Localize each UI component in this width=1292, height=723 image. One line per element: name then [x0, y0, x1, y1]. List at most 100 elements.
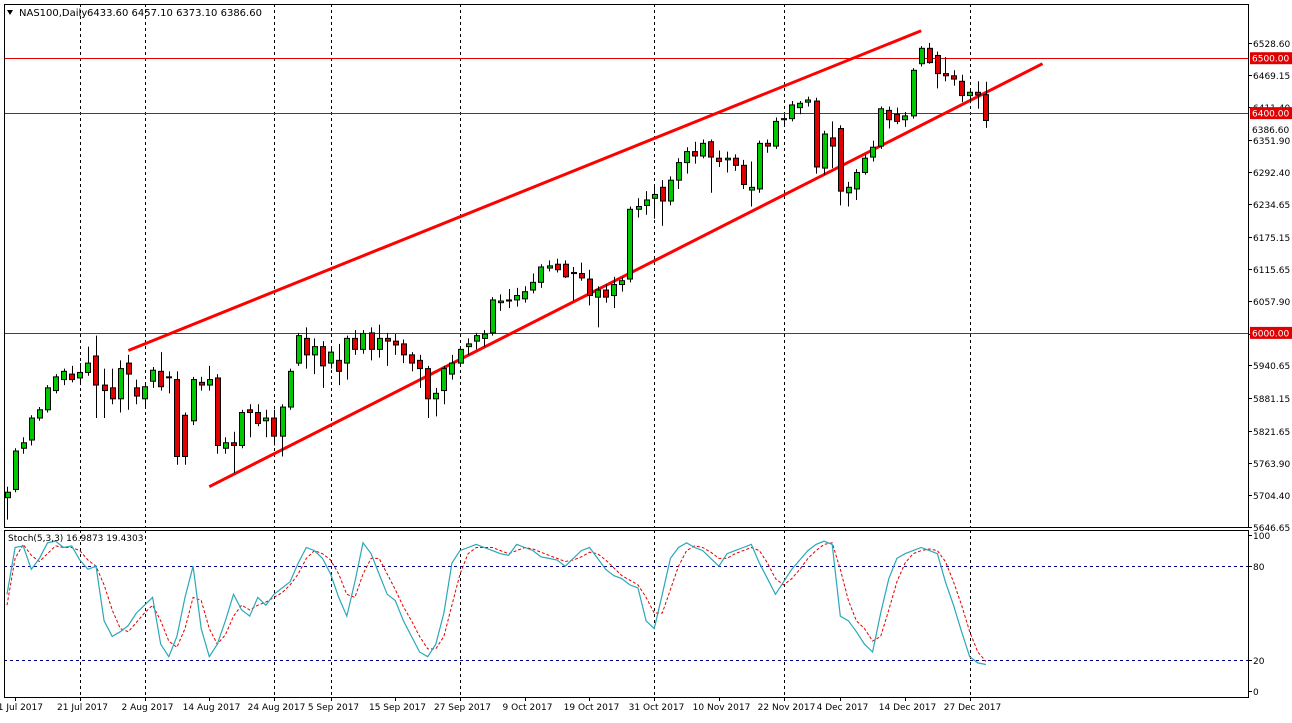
candle	[29, 415, 35, 446]
candle-body-bull	[150, 369, 156, 382]
candle-body-bull	[789, 104, 795, 120]
candle	[668, 176, 674, 206]
candle	[886, 106, 892, 129]
candle	[894, 107, 900, 125]
candle	[401, 339, 407, 364]
candle-body-bull	[474, 335, 480, 342]
candle	[93, 335, 99, 419]
main-pane-border	[4, 4, 1249, 528]
candle-body-bull	[538, 266, 544, 283]
level-price-tag-label: 6500.00	[1252, 55, 1289, 65]
candle	[223, 437, 229, 454]
channel-line	[208, 62, 1044, 489]
candle	[814, 97, 820, 174]
candle-body-bear	[134, 387, 140, 397]
ohlc-values: 6433.60 6457.10 6373.10 6386.60	[87, 8, 262, 19]
candle	[466, 338, 472, 355]
level-price-tag	[1250, 52, 1292, 65]
candle	[644, 191, 650, 215]
candle-body-bull	[296, 335, 302, 364]
candle-body-bull	[13, 450, 19, 490]
candle	[118, 360, 124, 413]
stoch-tick-label: 100	[1253, 532, 1270, 542]
candle	[967, 88, 973, 104]
candle-body-bull	[85, 362, 91, 373]
time-tick-label: 5 Sep 2017	[308, 703, 359, 713]
candle-body-bear	[943, 73, 949, 77]
candle-body-bear	[199, 381, 205, 386]
time-tick-label: 10 Nov 2017	[693, 703, 751, 713]
time-tick-label: 9 Oct 2017	[503, 703, 553, 713]
candle-body-bear	[417, 359, 423, 370]
candle	[53, 374, 59, 394]
candle	[684, 147, 690, 174]
candle	[838, 125, 844, 206]
price-tick-label: 5940.65	[1253, 362, 1290, 372]
candle-body-bull	[498, 300, 504, 304]
candle-body-bull	[781, 118, 787, 121]
candle	[247, 404, 253, 438]
time-tick-label: 11 Jul 2017	[0, 703, 43, 713]
candle-body-bull	[77, 371, 83, 379]
candle-body-bull	[967, 91, 973, 97]
price-tick-label: 5763.90	[1253, 460, 1290, 470]
candle	[514, 287, 520, 307]
candle-body-bull	[5, 491, 11, 499]
candle-body-bull	[21, 442, 27, 449]
stoch-tick-label: 20	[1253, 657, 1265, 667]
candle	[506, 288, 512, 309]
candle-body-bull	[676, 162, 682, 181]
candle	[951, 70, 957, 86]
candle	[919, 46, 925, 67]
candle	[805, 96, 811, 107]
candle	[571, 266, 577, 302]
price-tick-label: 6469.15	[1253, 72, 1290, 82]
candle	[911, 68, 917, 119]
candle	[393, 333, 399, 355]
candle-body-bear	[603, 289, 609, 298]
candle	[191, 376, 197, 426]
candle-body-bear	[716, 157, 722, 162]
candle-body-bull	[797, 102, 803, 109]
candle	[789, 101, 795, 122]
candle-body-bear	[93, 355, 99, 386]
candle	[716, 150, 722, 167]
candle-body-bull	[878, 108, 884, 147]
candle	[37, 407, 43, 421]
dropdown-triangle-icon[interactable]	[7, 10, 13, 15]
candle	[878, 106, 884, 149]
candle	[207, 365, 213, 391]
horizontal-levels	[4, 58, 1248, 334]
candle	[369, 327, 375, 361]
candle	[870, 140, 876, 162]
candle-body-bear	[563, 263, 569, 278]
candle	[449, 354, 455, 380]
candle	[441, 365, 447, 405]
candle	[182, 412, 188, 465]
candle-body-bull	[482, 333, 488, 339]
candle	[215, 374, 221, 454]
candle-body-bull	[644, 199, 650, 206]
channel-lines	[127, 29, 1044, 489]
candle-body-bear	[814, 100, 820, 168]
candle-body-bear	[951, 75, 957, 80]
candle	[490, 297, 496, 336]
candle	[975, 81, 981, 109]
candle	[288, 368, 294, 410]
candle-body-bear	[182, 414, 188, 457]
candle-body-bull	[263, 417, 269, 422]
candle	[85, 346, 91, 376]
candle	[725, 151, 731, 173]
candle-body-bear	[158, 370, 164, 388]
candle-body-bear	[838, 128, 844, 192]
candle-body-bull	[166, 376, 172, 379]
candle-body-bull	[441, 368, 447, 392]
chart-header: NAS100,Daily 6433.60 6457.10 6373.10 638…	[7, 8, 262, 19]
level-price-tag	[1250, 107, 1292, 120]
candle	[312, 338, 318, 375]
candle	[579, 262, 585, 281]
candle	[199, 376, 205, 391]
price-axis: 6528.606469.156411.406351.906292.406234.…	[1248, 40, 1292, 534]
